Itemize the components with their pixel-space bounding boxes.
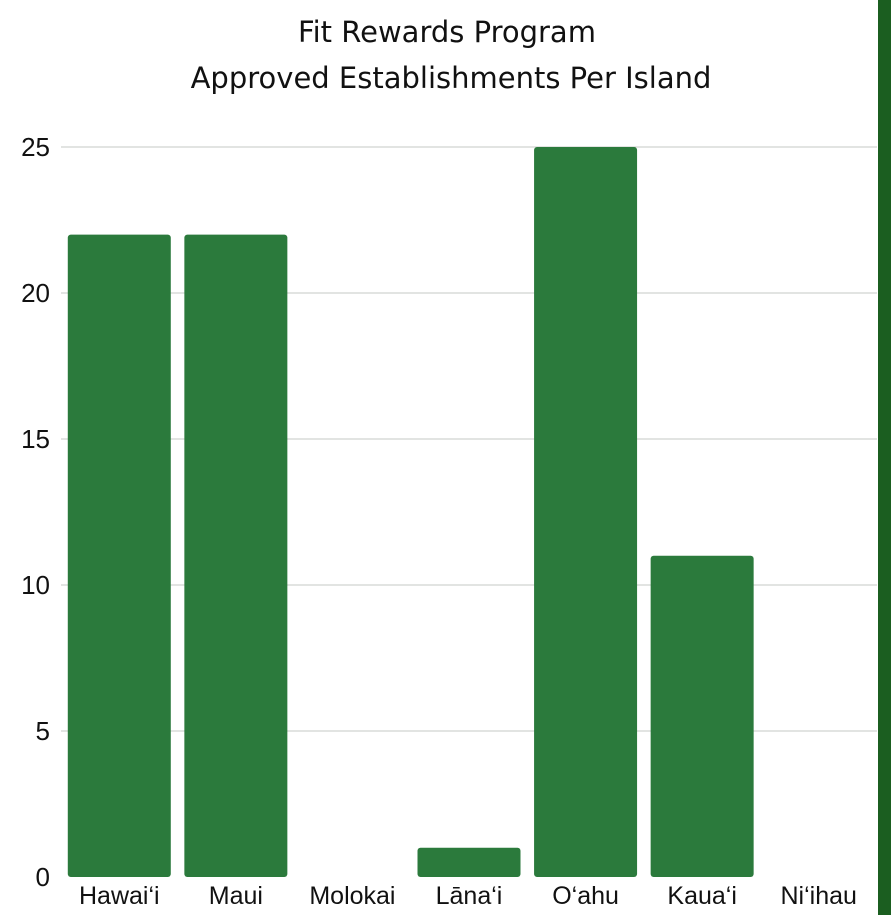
chart-title-line-2: Approved Establishments Per Island [191, 61, 712, 95]
bar-1 [67, 234, 171, 878]
chart-title-line-1: Fit Rewards Program [298, 15, 596, 49]
y-tick-label-5: 5 [36, 716, 50, 746]
bar-2 [184, 234, 288, 878]
y-axis-tick-labels: 0 5 10 15 20 25 [21, 132, 50, 892]
x-axis-category-labels: Hawai‘i Maui Molokai Lāna‘i O‘ahu Kaua‘i Ni‘ih… [79, 882, 857, 910]
bar-5 [534, 147, 638, 877]
y-tick-label-0: 0 [36, 862, 50, 892]
bar-4 [417, 847, 521, 877]
bar-6 [650, 555, 754, 877]
y-tick-label-10: 10 [21, 570, 50, 600]
category-label-6: Kaua‘i [667, 882, 737, 910]
y-tick-label-15: 15 [21, 424, 50, 454]
frame-accent [878, 0, 891, 915]
y-tick-label-20: 20 [21, 278, 50, 308]
category-label-4: Lāna‘i [436, 882, 503, 910]
category-label-1: Hawai‘i [79, 882, 160, 910]
y-tick-label-25: 25 [21, 132, 50, 162]
bars [67, 147, 754, 878]
category-label-2: Maui [209, 882, 263, 910]
category-label-5: O‘ahu [552, 882, 619, 910]
category-label-3: Molokai [309, 882, 395, 910]
category-label-7: Ni‘ihau [780, 882, 856, 910]
